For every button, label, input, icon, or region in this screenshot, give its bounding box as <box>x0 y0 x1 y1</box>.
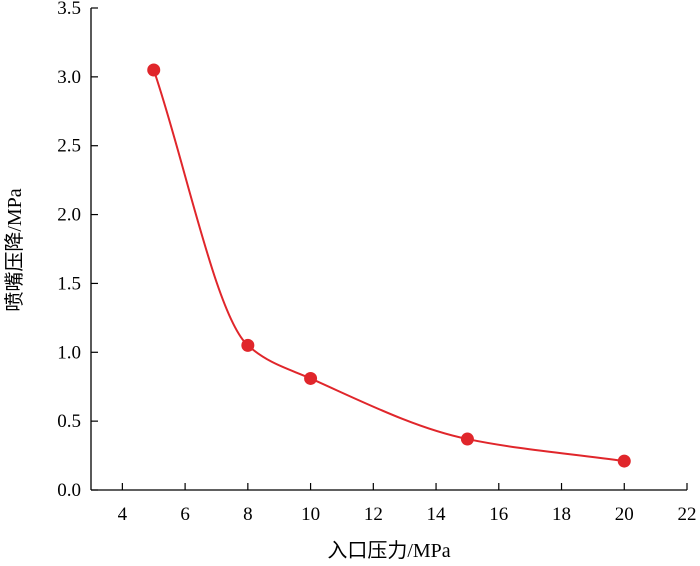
y-tick-label: 2.0 <box>57 205 81 226</box>
y-tick-label: 0.0 <box>57 480 81 501</box>
data-point <box>617 454 631 468</box>
x-tick-label: 6 <box>180 504 190 525</box>
x-tick-label: 8 <box>243 504 253 525</box>
x-tick-label: 18 <box>552 504 571 525</box>
x-axis-title: 入口压力/MPa <box>327 539 450 562</box>
y-tick-label: 1.0 <box>57 342 81 363</box>
y-ticks: 0.0 0.5 1.0 1.5 2.0 2.5 3.0 3.5 <box>57 0 98 501</box>
series-line <box>152 69 625 463</box>
data-point <box>241 338 255 352</box>
series-layer <box>147 63 631 468</box>
y-tick-label: 3.5 <box>57 0 81 19</box>
x-tick-label: 22 <box>678 504 697 525</box>
data-point <box>460 432 474 446</box>
x-tick-label: 14 <box>427 504 447 525</box>
y-tick-label: 1.5 <box>57 273 81 294</box>
x-ticks: 4 6 8 10 12 14 16 18 20 22 <box>118 483 697 525</box>
x-tick-label: 20 <box>615 504 634 525</box>
x-tick-label: 12 <box>364 504 383 525</box>
x-tick-label: 10 <box>301 504 320 525</box>
y-tick-label: 3.0 <box>57 67 81 88</box>
x-tick-label: 16 <box>489 504 508 525</box>
x-tick-label: 4 <box>118 504 128 525</box>
axes <box>90 8 687 491</box>
data-point <box>304 371 318 385</box>
y-tick-label: 0.5 <box>57 411 81 432</box>
y-axis-title: 喷嘴压降/MPa <box>3 188 26 311</box>
data-point <box>147 63 161 77</box>
y-tick-label: 2.5 <box>57 136 81 157</box>
